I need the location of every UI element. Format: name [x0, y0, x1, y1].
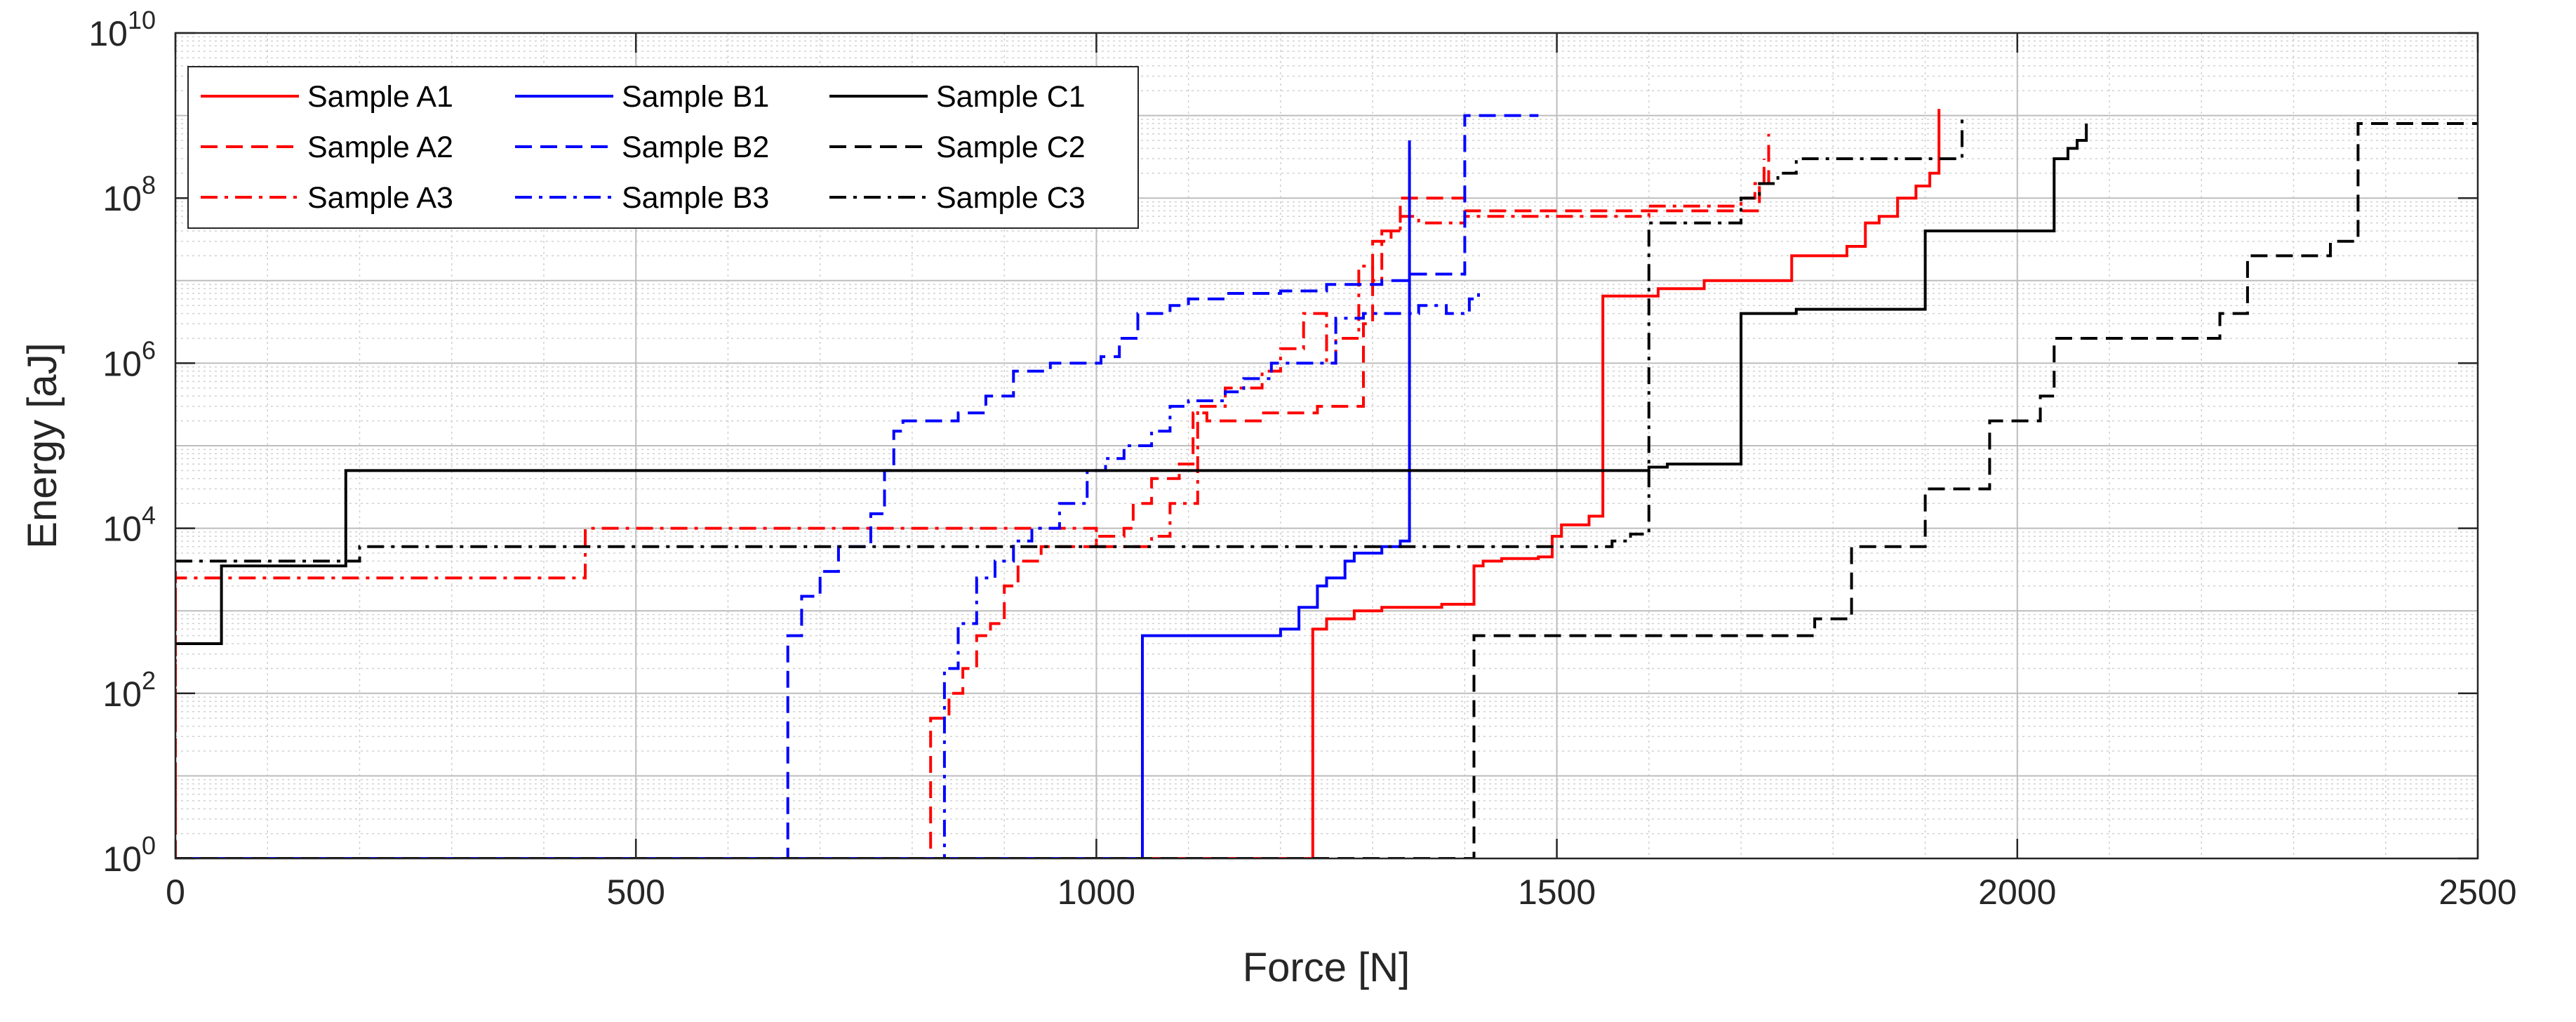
legend-label: Sample C3: [936, 181, 1086, 215]
series-line-sample-a1: [175, 109, 1941, 858]
x-axis-title: Force [N]: [1243, 945, 1410, 990]
y-tick-exponent: 0: [142, 831, 156, 860]
series-line-sample-c3: [175, 115, 1964, 563]
legend-label: Sample A3: [307, 181, 453, 215]
legend-label: Sample C2: [936, 131, 1086, 164]
legend-label: Sample A2: [307, 131, 453, 164]
tick-marks: [174, 32, 2479, 860]
x-tick-labels: 0 500 1000 1500 2000 2500: [166, 872, 2517, 912]
legend-label: Sample B3: [622, 181, 769, 215]
legend: Sample A1 Sample A2 Sample A3 Sample B1 Samp…: [187, 66, 1139, 229]
y-tick-label: 1010: [88, 6, 156, 53]
plot-frame: [174, 32, 2479, 860]
y-tick-label: 102: [102, 666, 156, 714]
y-tick-exponent: 4: [142, 501, 156, 530]
series-line-sample-b3: [175, 288, 1480, 858]
y-tick-label: 106: [102, 336, 156, 383]
series-line-sample-c1: [175, 124, 2088, 645]
y-tick-exponent: 10: [128, 6, 156, 34]
y-tick-base: 10: [102, 675, 142, 714]
x-tick-label: 1000: [1057, 872, 1135, 912]
series-line-sample-b1: [175, 140, 1411, 858]
y-tick-base: 10: [88, 14, 128, 53]
y-tick-label: 108: [102, 171, 156, 218]
x-tick-label: 2000: [1978, 872, 2056, 912]
y-tick-base: 10: [102, 839, 142, 879]
legend-label: Sample C1: [936, 80, 1086, 114]
y-tick-exponent: 8: [142, 171, 156, 199]
series-line-sample-b2: [175, 114, 1539, 858]
y-tick-exponent: 2: [142, 666, 156, 695]
legend-box: [187, 66, 1139, 229]
series-line-sample-c2: [175, 122, 2478, 858]
x-tick-label: 0: [166, 872, 185, 912]
y-tick-exponent: 6: [142, 336, 156, 364]
series-line-sample-a2: [175, 133, 1770, 858]
y-axis-title: Energy [aJ]: [20, 343, 65, 548]
y-tick-label: 100: [102, 831, 156, 879]
series-layer: [175, 109, 2478, 858]
legend-label: Sample B1: [622, 80, 769, 114]
legend-label: Sample B2: [622, 131, 769, 164]
x-tick-label: 500: [606, 872, 665, 912]
y-tick-base: 10: [102, 510, 142, 549]
y-tick-base: 10: [102, 344, 142, 383]
legend-label: Sample A1: [307, 80, 453, 114]
x-tick-label: 1500: [1518, 872, 1596, 912]
y-tick-label: 104: [102, 501, 156, 549]
x-tick-label: 2500: [2438, 872, 2516, 912]
y-tick-base: 10: [102, 179, 142, 218]
